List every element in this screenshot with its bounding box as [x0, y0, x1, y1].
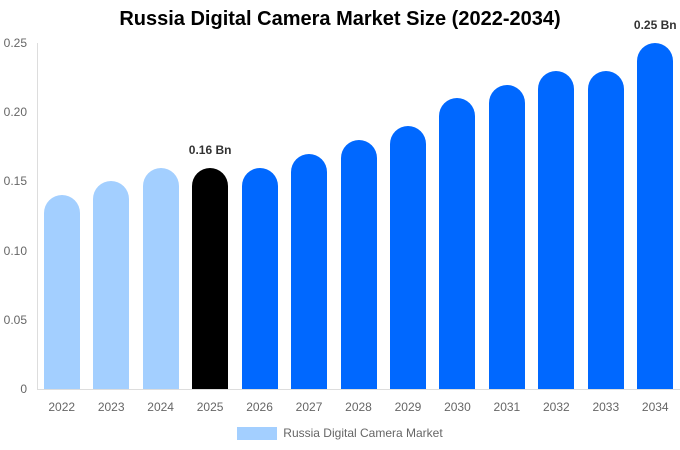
y-tick-label: 0.15: [3, 174, 27, 189]
y-tick-label: 0: [20, 382, 27, 396]
bar-2028[interactable]: [340, 139, 377, 389]
x-tick-label: 2033: [592, 400, 620, 414]
bar-2032[interactable]: [538, 70, 575, 389]
x-tick-label: 2032: [542, 400, 570, 414]
x-tick-label: 2024: [147, 400, 174, 414]
value-annotation: 0.25 Bn: [633, 18, 677, 32]
x-tick-label: 2034: [641, 400, 669, 414]
x-tick-label: 2031: [493, 400, 521, 414]
bar-2027[interactable]: [291, 153, 328, 389]
y-tick-label: 0.05: [3, 312, 27, 327]
x-tick-label: 2022: [48, 400, 76, 414]
legend-swatch: [237, 426, 278, 440]
bar-2025[interactable]: [192, 167, 229, 389]
x-axis-line: [37, 389, 680, 390]
legend[interactable]: Russia Digital Camera Market: [0, 426, 680, 440]
y-tick-label: 0.20: [3, 105, 27, 120]
x-tick-label: 2026: [246, 400, 273, 414]
bar-2022[interactable]: [43, 195, 80, 389]
x-tick-label: 2023: [97, 400, 125, 414]
bar-2034[interactable]: [637, 43, 674, 389]
x-tick-label: 2025: [196, 400, 224, 414]
bar-2026[interactable]: [241, 167, 278, 389]
plot-area: [37, 43, 680, 389]
x-tick-label: 2030: [444, 400, 471, 414]
bar-2030[interactable]: [439, 98, 476, 389]
x-tick-label: 2029: [394, 400, 422, 414]
y-tick-label: 0.25: [3, 36, 27, 50]
chart-title: Russia Digital Camera Market Size (2022-…: [119, 8, 561, 30]
legend-label: Russia Digital Camera Market: [283, 426, 443, 440]
x-tick-label: 2027: [295, 400, 323, 414]
y-axis-line: [37, 43, 38, 390]
bar-2031[interactable]: [488, 84, 525, 389]
bar-2029[interactable]: [389, 126, 426, 389]
bar-2023[interactable]: [93, 181, 130, 389]
bar-2024[interactable]: [142, 167, 179, 389]
x-tick-label: 2028: [345, 400, 372, 414]
bar-2033[interactable]: [587, 70, 624, 389]
value-annotation: 0.16 Bn: [188, 142, 232, 157]
y-tick-label: 0.10: [3, 243, 27, 258]
